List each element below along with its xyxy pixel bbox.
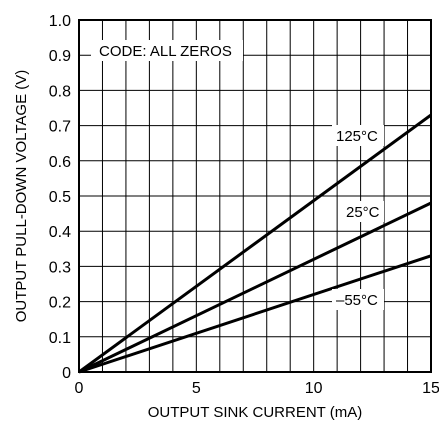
code-annotation: CODE: ALL ZEROS	[99, 43, 232, 60]
y-tick-label: 1.0	[49, 13, 71, 30]
series-label-background	[332, 125, 384, 146]
series-line-2	[78, 254, 432, 374]
y-tick-labels: 0 0.1 0.2 0.3 0.4 0.5 0.6 0.7 0.8 0.9 1.0	[49, 13, 71, 382]
x-tick-label: 5	[192, 380, 201, 397]
grid	[79, 20, 431, 372]
y-axis-label: OUTPUT PULL-DOWN VOLTAGE (V)	[13, 70, 30, 323]
series-lines	[78, 113, 432, 374]
x-tick-label: 10	[305, 380, 323, 397]
x-axis-label: OUTPUT SINK CURRENT (mA)	[148, 404, 362, 421]
series-label: 125°C	[336, 128, 378, 145]
y-tick-label: 0.3	[49, 259, 71, 276]
series-label: 25°C	[346, 204, 380, 221]
y-tick-label: 0.2	[49, 295, 71, 312]
series-label-background	[342, 201, 384, 222]
y-tick-label: 0.8	[49, 83, 71, 100]
x-tick-labels: 0 5 10 15	[75, 380, 439, 397]
series-label: –55°C	[336, 292, 378, 309]
y-tick-label: 0.6	[49, 154, 71, 171]
y-tick-label: 0.7	[49, 119, 71, 136]
y-tick-label: 0.1	[49, 330, 71, 347]
series-line-0	[78, 113, 432, 374]
series-labels: 125°C 25°C –55°C	[332, 125, 384, 310]
y-tick-label: 0.4	[49, 224, 71, 241]
y-tick-label: 0.9	[49, 48, 71, 65]
x-tick-label: 0	[75, 380, 84, 397]
y-tick-label: 0	[62, 365, 71, 382]
plot-frame	[78, 19, 432, 373]
series-line-1	[78, 201, 432, 374]
series-label-background	[332, 289, 384, 310]
annotation-background	[91, 40, 243, 61]
x-tick-label: 15	[422, 380, 439, 397]
y-tick-label: 0.5	[49, 189, 71, 206]
